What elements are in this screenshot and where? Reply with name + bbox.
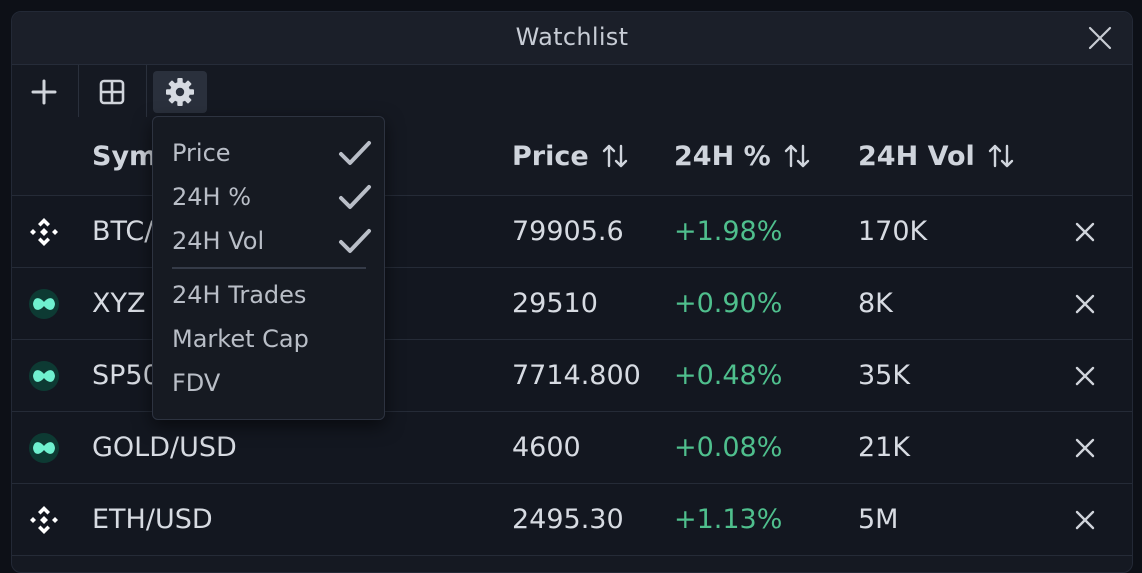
pct-cell: +0.90% [674,288,783,319]
menu-item-fdv[interactable]: FDV [172,363,372,403]
menu-item-market-cap[interactable]: Market Cap [172,319,372,359]
watchlist-table: Sym Price 24H % 24H Vol [12,117,1132,556]
table-row[interactable]: ETH/USD 2495.30 +1.13% 5M [12,484,1132,556]
symbol-cell: GOLD/USD [92,432,237,463]
pct-cell: +1.98% [674,216,783,247]
header-price[interactable]: Price [512,117,629,195]
remove-row-button[interactable] [1070,196,1100,267]
toolbar [12,64,1132,118]
title-bar: Watchlist [12,12,1132,64]
close-icon [1075,366,1095,385]
price-cell: 79905.6 [512,216,624,247]
symbol-cell: SP50 [92,360,160,391]
header-symbol[interactable]: Sym [92,140,158,172]
layout-button[interactable] [86,71,138,113]
settings-button[interactable] [153,71,207,113]
vol-cell: 35K [858,360,911,391]
grid-icon [99,79,125,105]
vol-cell: 170K [858,216,928,247]
menu-item-label: 24H % [172,183,252,211]
plus-icon [31,79,57,105]
menu-item-24h-vol[interactable]: 24H Vol [172,221,372,261]
sort-icon [601,143,629,169]
symbol-cell: ETH/USD [92,504,213,535]
close-icon [1075,294,1095,313]
remove-row-button[interactable] [1070,340,1100,411]
hyperliquid-icon [26,412,62,483]
price-cell: 2495.30 [512,504,624,535]
menu-divider [172,267,366,269]
close-icon [1075,222,1095,241]
menu-item-label: FDV [172,369,221,397]
remove-row-button[interactable] [1070,484,1100,555]
close-button[interactable] [1086,24,1114,52]
add-symbol-button[interactable] [18,71,70,113]
symbol-cell: XYZ [92,288,146,319]
close-icon [1075,510,1095,529]
symbol-cell: BTC/ [92,216,154,247]
vol-cell: 21K [858,432,911,463]
hyperliquid-icon [26,340,62,411]
sort-icon [987,143,1015,169]
price-cell: 4600 [512,432,581,463]
header-24h-vol[interactable]: 24H Vol [858,117,1015,195]
binance-icon [26,196,62,267]
vol-cell: 5M [858,504,899,535]
menu-item-label: Price [172,139,231,167]
price-cell: 7714.800 [512,360,641,391]
header-24h-pct[interactable]: 24H % [674,117,811,195]
pct-cell: +0.48% [674,360,783,391]
check-icon [339,185,371,209]
sort-icon [783,143,811,169]
binance-icon [26,484,62,555]
check-icon [339,141,371,165]
close-icon [1075,438,1095,457]
pct-cell: +0.08% [674,432,783,463]
close-icon [1088,26,1112,50]
check-icon [339,229,371,253]
watchlist-panel: Watchlist [11,11,1133,573]
menu-item-label: 24H Trades [172,281,307,309]
pct-cell: +1.13% [674,504,783,535]
hyperliquid-icon [26,268,62,339]
menu-item-label: Market Cap [172,325,309,353]
remove-row-button[interactable] [1070,412,1100,483]
window-title: Watchlist [515,23,629,51]
columns-dropdown: Price 24H % 24H Vol 24H Trades Market Ca… [152,116,385,420]
price-cell: 29510 [512,288,598,319]
menu-item-24h-trades[interactable]: 24H Trades [172,275,372,315]
vol-cell: 8K [858,288,893,319]
menu-item-24h-pct[interactable]: 24H % [172,177,372,217]
toolbar-divider [78,65,79,117]
menu-item-price[interactable]: Price [172,133,372,173]
remove-row-button[interactable] [1070,268,1100,339]
table-row[interactable]: GOLD/USD 4600 +0.08% 21K [12,412,1132,484]
toolbar-divider [146,65,147,117]
gear-icon [166,78,194,106]
menu-item-label: 24H Vol [172,227,265,255]
